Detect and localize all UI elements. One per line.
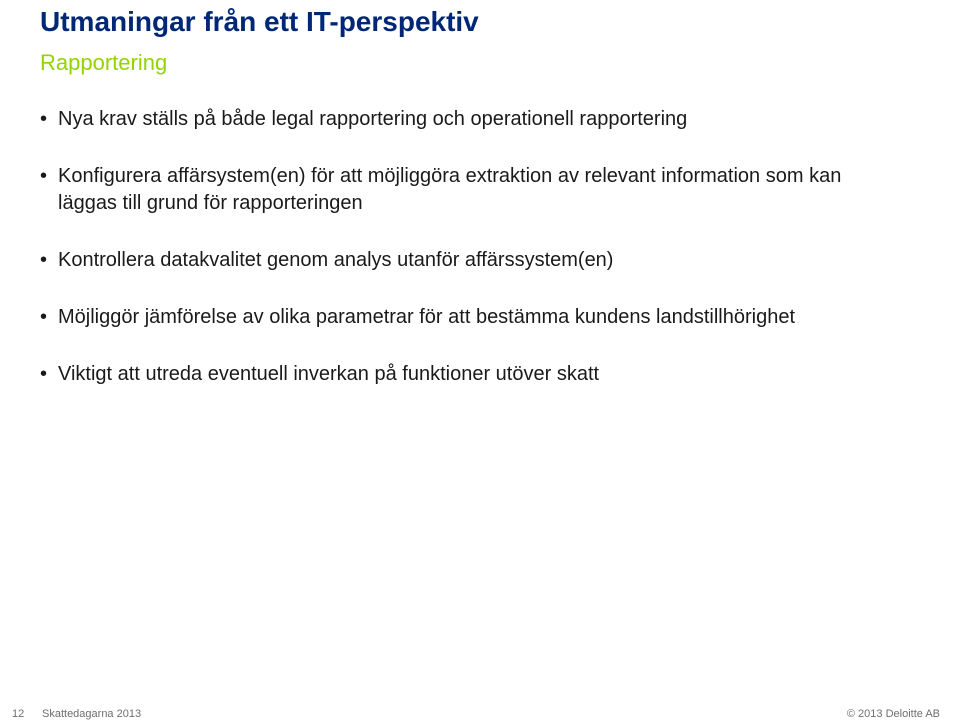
slide: Utmaningar från ett IT-perspektiv Rappor… xyxy=(0,0,960,728)
bullet-list: Nya krav ställs på både legal rapporteri… xyxy=(40,106,900,418)
bullet-item: Konfigurera affärsystem(en) för att möjl… xyxy=(40,163,900,217)
page-number: 12 xyxy=(12,708,24,720)
slide-footer: 12 Skattedagarna 2013 © 2013 Deloitte AB xyxy=(0,700,960,720)
bullet-item: Nya krav ställs på både legal rapporteri… xyxy=(40,106,900,133)
event-name: Skattedagarna 2013 xyxy=(42,708,141,720)
slide-subtitle: Rapportering xyxy=(40,50,167,76)
bullet-item: Viktigt att utreda eventuell inverkan på… xyxy=(40,361,900,388)
copyright: © 2013 Deloitte AB xyxy=(847,708,940,720)
bullet-item: Kontrollera datakvalitet genom analys ut… xyxy=(40,247,900,274)
slide-title: Utmaningar från ett IT-perspektiv xyxy=(40,6,479,38)
bullet-item: Möjliggör jämförelse av olika parametrar… xyxy=(40,304,900,331)
